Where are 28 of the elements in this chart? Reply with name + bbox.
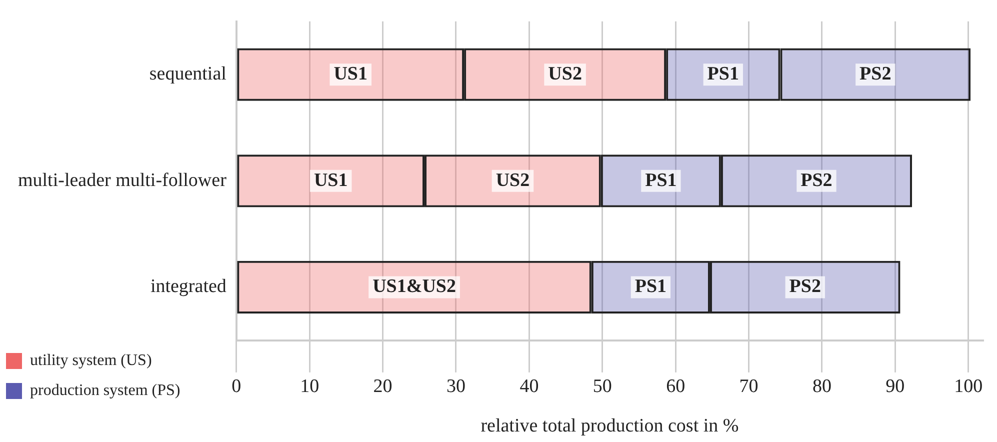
x-tick-label: 0 [232,376,242,397]
text: PS2 [789,276,821,298]
y-tick-label: integrated [150,276,227,298]
x-tick-label: 100 [954,376,983,397]
text: PS1 [707,63,739,84]
series-label: PS1 [645,170,677,191]
x-tick-label: 90 [886,376,905,397]
x-tick-label: 10 [300,376,320,397]
text: PS2 [860,63,892,84]
y-tick-label: multi-leader multi-follower [18,170,228,191]
text: production system (PS) [30,382,180,400]
text: US2 [548,63,582,84]
text: utility system (US) [30,352,152,370]
text: US1 [334,63,368,84]
series-label: PS2 [800,170,832,191]
x-tick-label: 30 [446,376,466,397]
x-tick-label: 40 [520,376,539,397]
x-tick-label: 60 [666,376,686,397]
x-axis-title: relative total production cost in % [480,416,739,437]
x-tick-label: 50 [592,376,612,397]
series-label: US1&US2 [372,276,456,298]
y-tick-label: sequential [149,64,226,85]
x-tick-label: 20 [373,376,392,397]
x-tick-label: 70 [739,376,758,397]
text: PS1 [634,276,667,298]
series-label: US1 [314,170,348,191]
x-tick-label: 80 [812,376,832,397]
series-label: US2 [496,170,530,191]
